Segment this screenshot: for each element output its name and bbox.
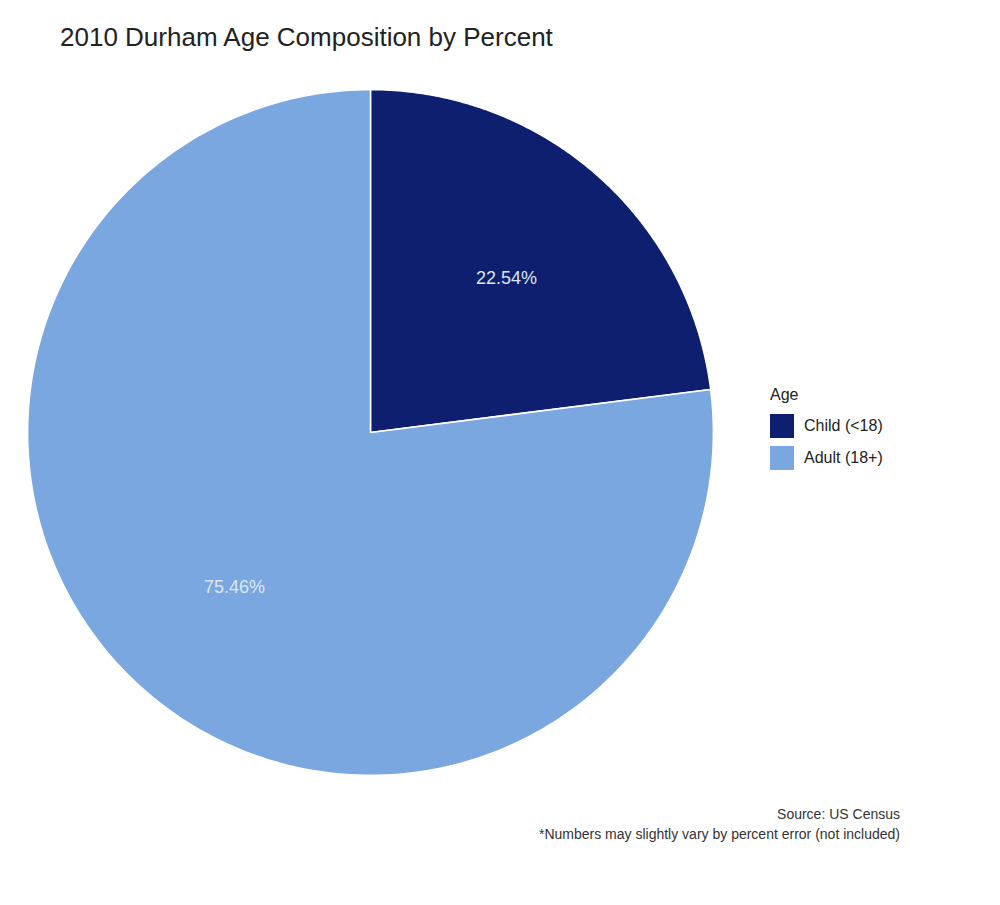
html-text:Child (<18): Child (<18): [804, 417, 883, 434]
html-text:Adult (18+): Adult (18+): [804, 449, 883, 466]
html-text:Source: US Census: Source: US Census: [777, 806, 900, 822]
html-text:Age: Age: [770, 386, 799, 403]
html-text:*Numbers may slightly vary by: *Numbers may slightly vary by percent er…: [539, 826, 900, 842]
svg-text:22.54%: 22.54%: [476, 268, 537, 288]
svg-text:75.46%: 75.46%: [204, 577, 265, 597]
html-text:2010 Durham Age Composition by: 2010 Durham Age Composition by Percent: [60, 22, 553, 52]
